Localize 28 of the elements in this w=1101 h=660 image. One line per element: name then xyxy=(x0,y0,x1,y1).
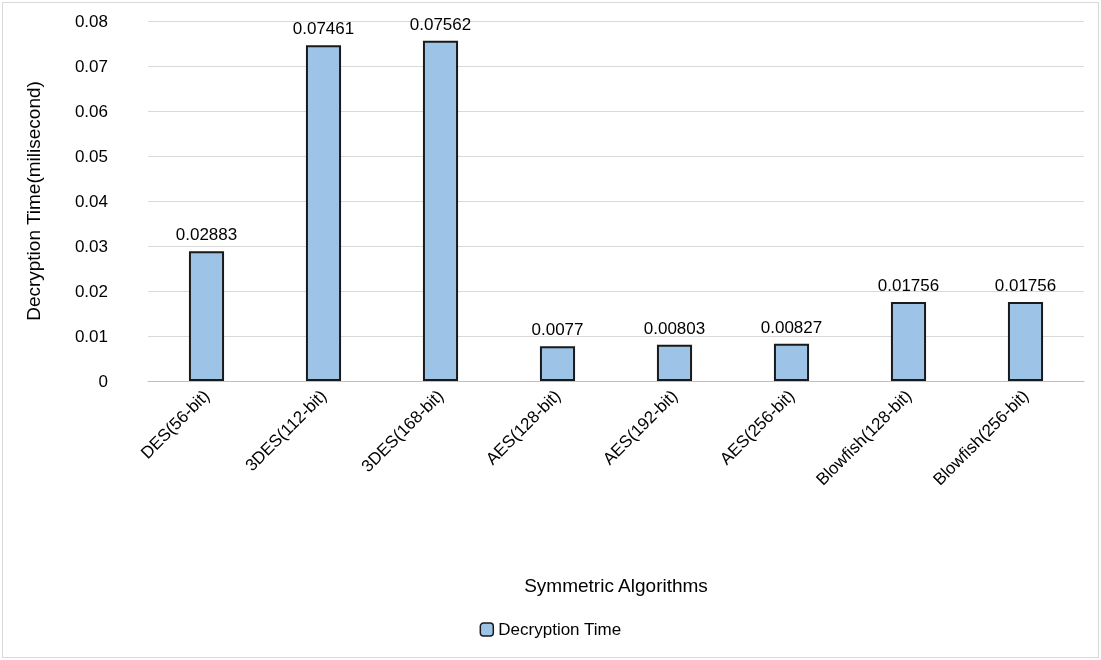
y-tick-label: 0.06 xyxy=(74,101,108,121)
bar xyxy=(773,343,810,381)
y-axis-title: Decryption Time(milisecond) xyxy=(23,81,44,321)
data-label: 0.02883 xyxy=(175,225,238,245)
y-tick-label: 0 xyxy=(98,371,108,391)
y-tick-label: 0.05 xyxy=(74,146,108,166)
y-tick-label: 0.07 xyxy=(74,56,108,76)
data-label: 0.00803 xyxy=(643,318,706,338)
data-label: 0.07562 xyxy=(409,14,472,34)
bar xyxy=(656,344,693,381)
y-tick-label: 0.01 xyxy=(74,326,108,346)
data-label: 0.07461 xyxy=(292,19,355,39)
legend-label: Decryption Time xyxy=(498,620,622,639)
bar xyxy=(890,301,927,381)
bar xyxy=(1007,301,1044,381)
bar xyxy=(422,40,459,381)
y-tick-label: 0.02 xyxy=(74,281,108,301)
y-tick-label: 0.03 xyxy=(74,236,108,256)
y-tick-label: 0.04 xyxy=(74,191,108,211)
data-label: 0.01756 xyxy=(877,275,940,295)
data-label: 0.00827 xyxy=(760,317,823,337)
bar xyxy=(539,346,576,381)
y-tick-label: 0.08 xyxy=(74,11,108,31)
bar xyxy=(188,251,225,381)
data-label: 0.01756 xyxy=(994,275,1057,295)
data-label: 0.0077 xyxy=(531,320,584,340)
bar xyxy=(305,45,342,381)
x-axis-title: Symmetric Algorithms xyxy=(524,575,708,596)
